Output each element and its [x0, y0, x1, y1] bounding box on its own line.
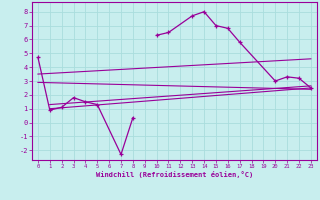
- X-axis label: Windchill (Refroidissement éolien,°C): Windchill (Refroidissement éolien,°C): [96, 171, 253, 178]
